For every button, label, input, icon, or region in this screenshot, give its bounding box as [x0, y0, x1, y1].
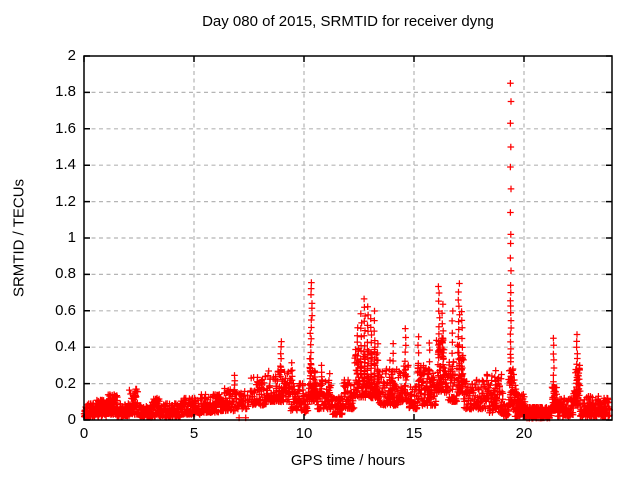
y-tick-label: 0.4: [55, 338, 76, 356]
y-tick-label: 1.2: [55, 192, 76, 210]
x-tick-label: 20: [515, 425, 533, 442]
y-tick-label: 1.8: [55, 83, 76, 101]
x-tick-label: 0: [79, 425, 89, 442]
x-tick-label: 15: [405, 425, 423, 442]
x-tick-label: 5: [189, 425, 199, 442]
y-tick-label: 0.2: [55, 374, 76, 392]
grid-lines: [84, 56, 612, 420]
x-tick-label: 10: [295, 425, 313, 442]
chart-title: Day 080 of 2015, SRMTID for receiver dyn…: [202, 13, 494, 30]
y-tick-label: 1: [67, 229, 76, 246]
plot-border: [83, 55, 613, 421]
y-tick-label: 0: [67, 411, 76, 428]
y-tick-label: 1.6: [55, 119, 76, 137]
y-tick-label: 1.4: [55, 156, 76, 174]
y-tick-label: 0.8: [55, 265, 76, 283]
scatter-points: [80, 80, 613, 422]
x-axis-label: GPS time / hours: [290, 452, 406, 469]
y-tick-label: 2: [67, 47, 76, 64]
y-tick-label: 0.6: [55, 301, 76, 319]
